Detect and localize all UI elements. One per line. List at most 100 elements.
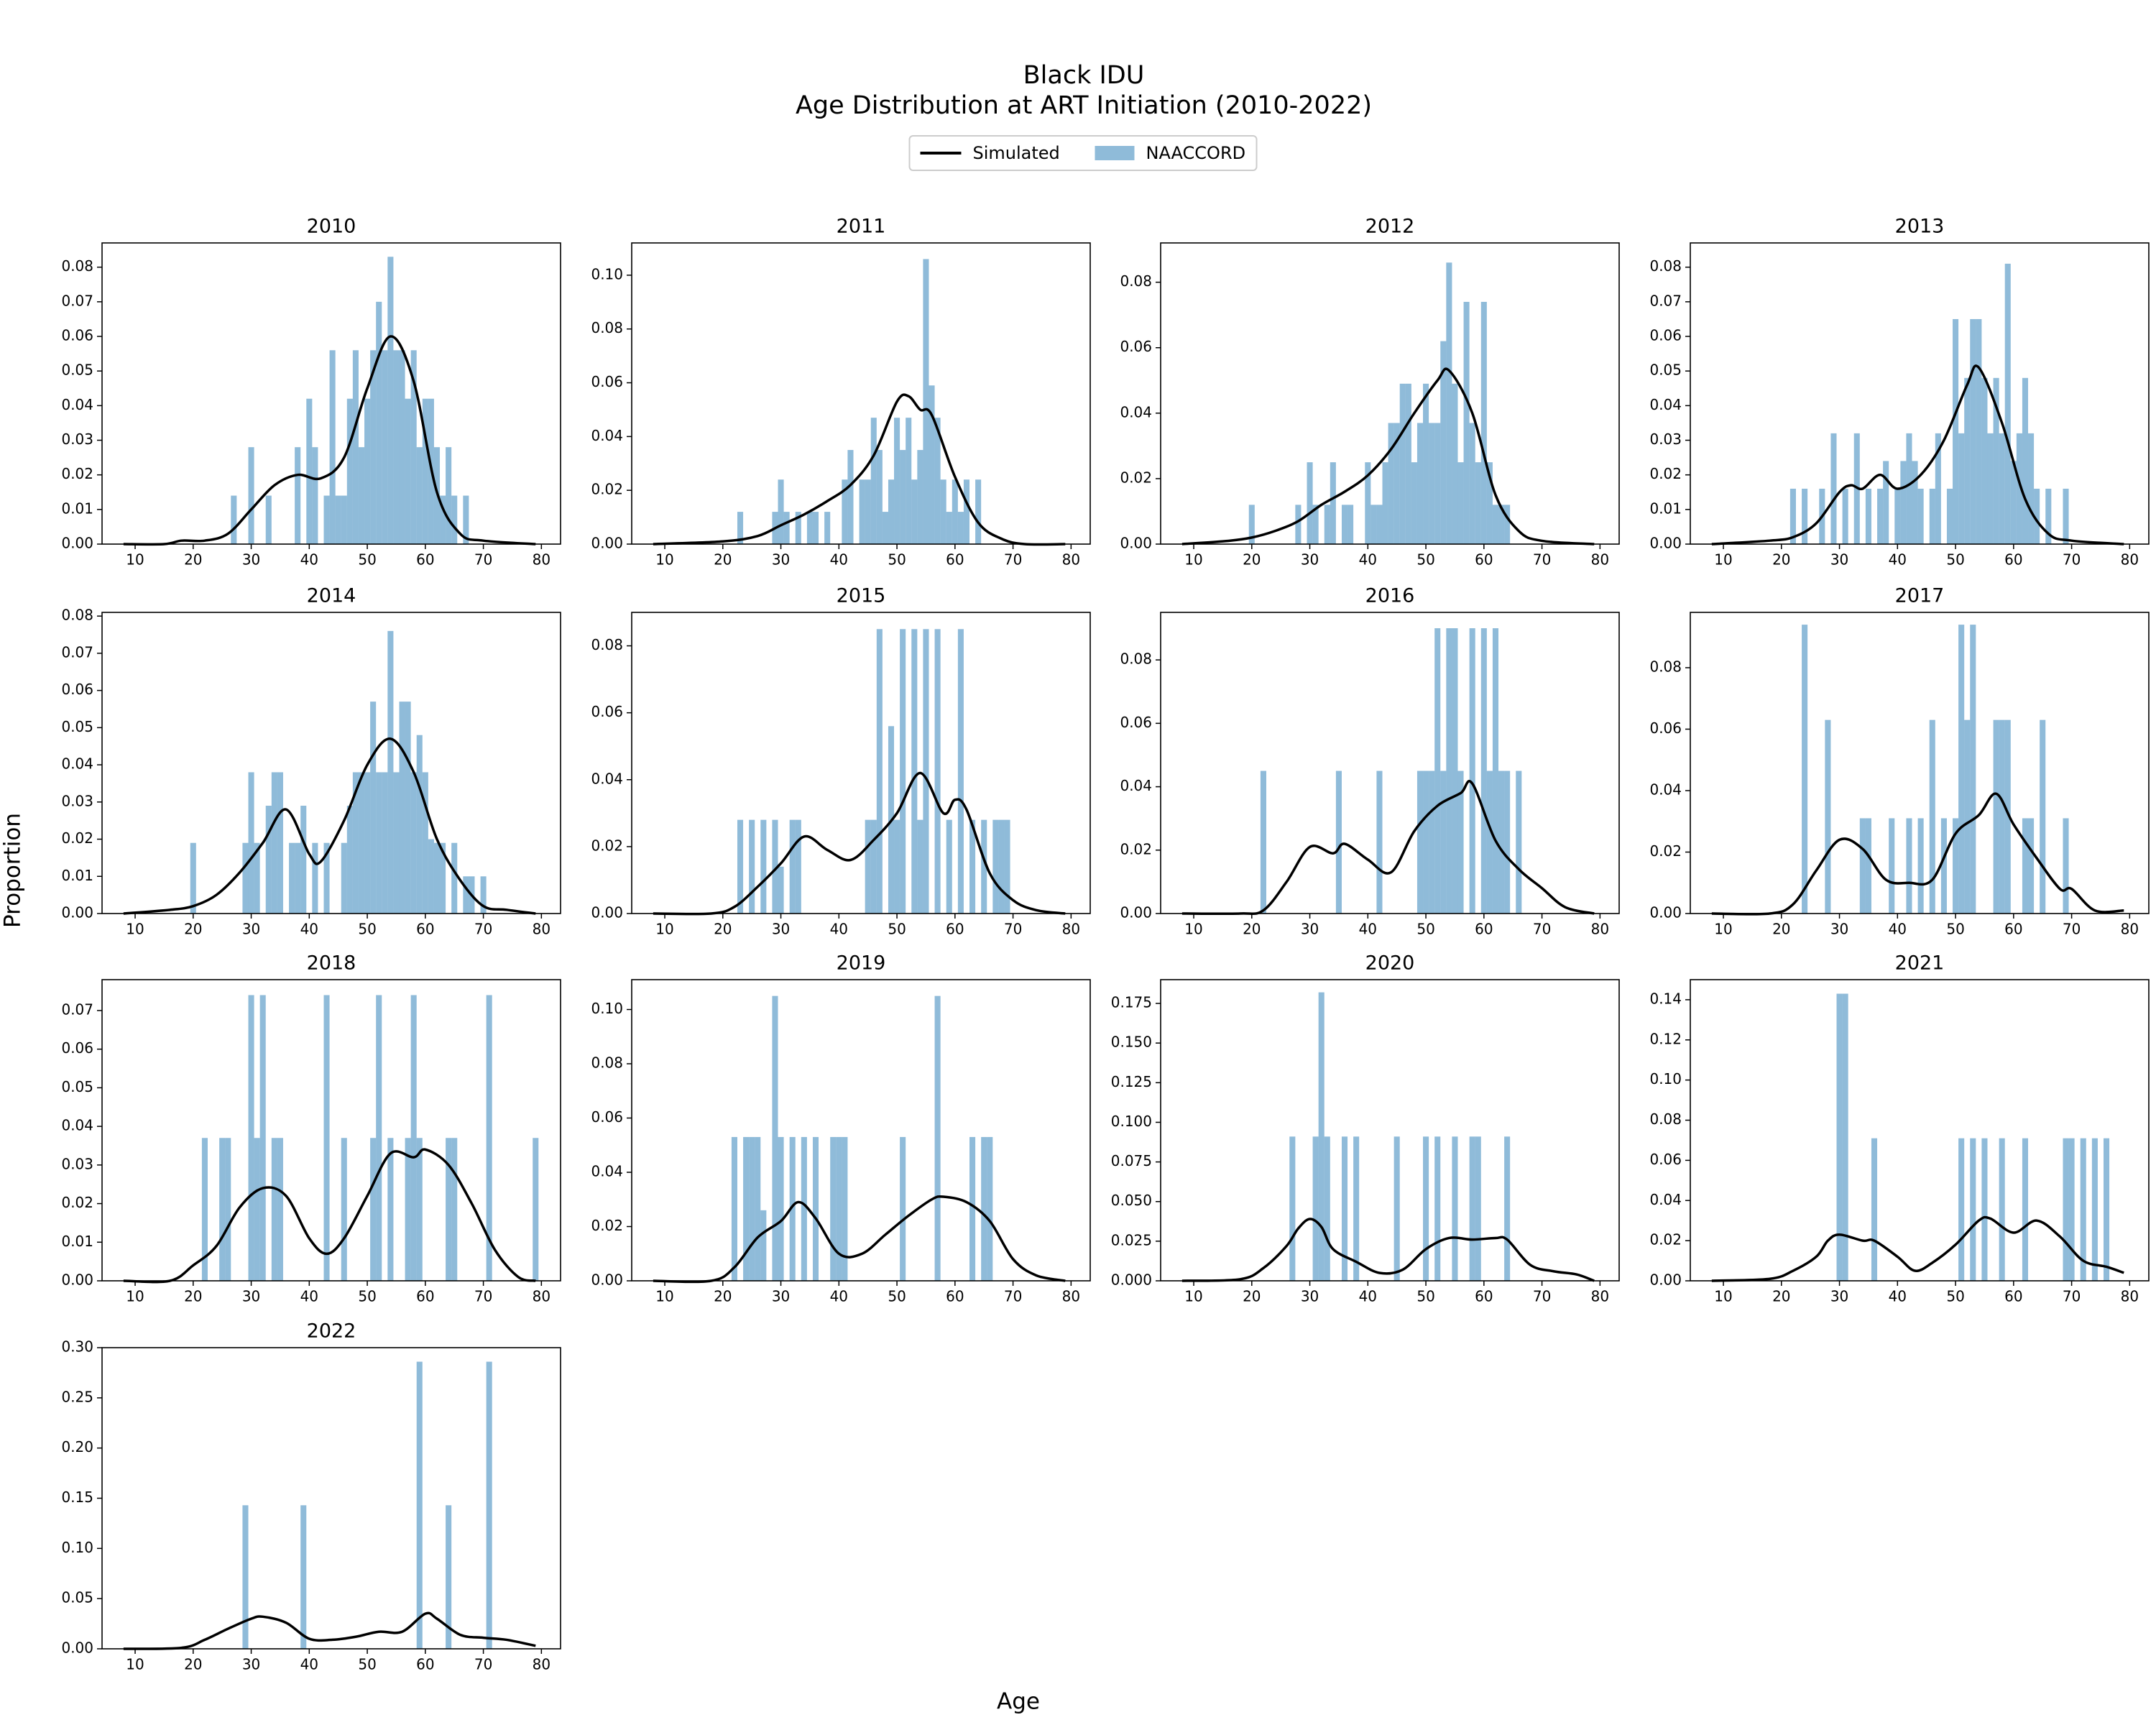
bar [1289,1136,1296,1281]
y-tick-label: 0.05 [61,1589,93,1606]
x-tick-label: 40 [300,1656,318,1673]
x-tick-label: 80 [533,921,550,938]
bar [440,495,446,544]
bar [254,1138,260,1281]
kde-line [1711,364,2124,546]
bar [346,805,353,914]
subplot-title: 2021 [1895,952,1945,975]
bar [387,1138,394,1281]
bar [370,1138,377,1281]
subplot-title: 2020 [1365,952,1415,975]
bar [1324,505,1330,544]
bar [352,772,359,914]
bar [1330,462,1336,544]
y-tick-label: 0.125 [1111,1073,1152,1090]
y-tick-label: 0.04 [1649,1191,1682,1208]
bar [836,1136,842,1281]
x-tick-label: 10 [1184,1288,1202,1305]
bar [1946,488,1953,544]
x-tick-label: 70 [1004,1288,1022,1305]
y-tick-label: 0.06 [1649,327,1682,344]
bar [894,819,900,914]
bar [1492,628,1499,914]
y-tick-label: 0.10 [591,265,623,282]
bar [428,839,434,914]
legend-box [908,135,1258,171]
y-tick-label: 0.02 [1120,840,1152,857]
subplot: 2015 10 20 30 40 50 60 70 80 0.00 0.02 0.04 0.06 0.08 [591,585,1091,938]
bar [446,1505,452,1649]
bar [277,1138,283,1281]
y-tick-label: 0.02 [61,829,93,847]
y-tick-label: 0.06 [61,327,93,344]
x-tick-label: 80 [1591,1288,1609,1305]
x-tick-label: 50 [1416,921,1434,938]
bar [1970,625,1976,914]
bar [1423,770,1429,914]
bar [2080,1138,2086,1281]
y-tick-label: 0.06 [591,373,623,390]
bar [393,350,400,544]
subplot: 2013 10 20 30 40 50 60 70 80 0.00 0.01 0.02 0.03 0.04… [1649,216,2150,569]
x-tick-label: 60 [2004,1288,2022,1305]
bar [900,1136,906,1281]
subplot-title: 2013 [1895,216,1945,238]
bar [265,805,272,914]
x-tick-label: 50 [1946,551,1964,569]
y-tick-label: 0.04 [591,1163,623,1180]
kde-line [123,1611,536,1650]
bar [1429,770,1435,914]
y-tick-label: 0.10 [1649,1070,1682,1087]
y-axis-label: Proportion [0,813,26,928]
bar [2091,1138,2098,1281]
bar [1004,819,1010,914]
x-tick-label: 70 [1533,1288,1551,1305]
y-tick-label: 0.04 [591,427,623,444]
x-tick-label: 20 [184,921,202,938]
bar [1480,301,1487,544]
bar [842,479,848,544]
bar [486,995,492,1281]
kde-line [1181,367,1595,546]
x-tick-label: 30 [1301,1288,1319,1305]
bar [1906,818,1912,914]
bar [277,772,283,914]
bar [801,1136,807,1281]
y-tick-label: 0.075 [1111,1152,1152,1169]
axes-frame [101,612,561,914]
y-tick-label: 0.06 [61,681,93,698]
bar [1446,628,1452,914]
x-tick-label: 30 [242,1288,260,1305]
subplot: 2018 10 20 30 40 50 60 70 80 0.00 0.01 0.02 0.03 0.04… [61,952,561,1305]
y-tick-label: 0.02 [1649,1231,1682,1248]
y-tick-label: 0.08 [1649,1110,1682,1128]
bar [1987,433,1994,544]
bar [1370,505,1377,544]
bar [1981,377,1988,544]
bar [2063,1138,2069,1281]
y-tick-label: 0.02 [61,465,93,482]
bar [405,1138,411,1281]
y-tick-label: 0.08 [1649,658,1682,675]
subplot: 2017 10 20 30 40 50 60 70 80 0.00 0.02 0.04 0.06 0.08 [1649,585,2150,938]
bar [422,398,428,544]
bar [749,1136,755,1281]
bar [923,259,929,544]
y-tick-label: 0.04 [1649,396,1682,413]
x-tick-label: 20 [1772,921,1790,938]
bar [975,479,982,544]
bar [1393,423,1400,544]
bar [376,772,382,914]
x-tick-label: 80 [533,1656,550,1673]
x-tick-label: 20 [1243,921,1261,938]
bar [1324,1136,1330,1281]
bar [422,772,428,914]
y-tick-label: 0.05 [1649,362,1682,379]
bar [1416,423,1424,544]
axes-frame [101,979,561,1282]
y-tick-label: 0.000 [1111,1271,1152,1289]
bar [254,842,260,914]
bar [1457,462,1464,544]
bar [911,629,918,914]
bar [1463,301,1470,544]
